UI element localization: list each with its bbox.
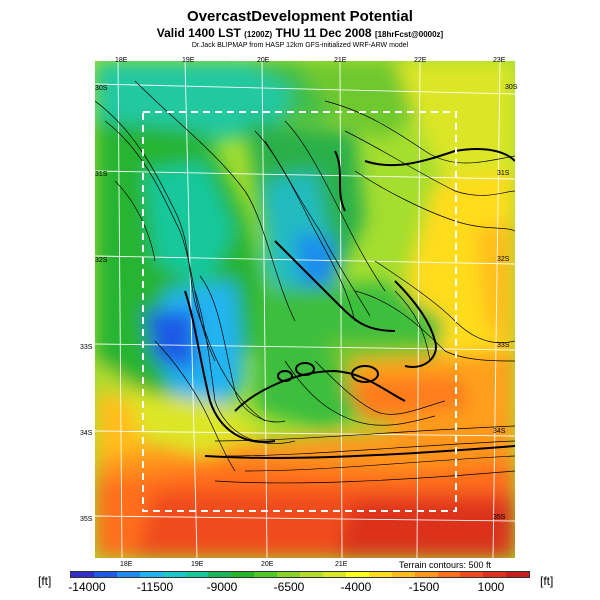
lon-label-bottom-19e: 19E (191, 561, 204, 568)
lat-label-left-33s: 33S (80, 344, 93, 351)
valid-utc: (1200Z) (244, 30, 273, 39)
lat-label-left-35s: 35S (80, 516, 93, 523)
valid-time: Valid 1400 LST (1200Z) THU 11 Dec 2008 [… (0, 26, 600, 40)
colorbar-swatch-0 (71, 572, 94, 577)
colorbar-swatch-6 (208, 572, 232, 577)
graticule (95, 61, 515, 558)
lat-label-right-32s: 32S (497, 256, 510, 263)
lon-label-bottom-20e: 20E (261, 561, 274, 568)
colorbar-swatch-12 (345, 572, 369, 577)
colorbar-swatch-2 (116, 572, 140, 577)
colorbar-swatch-9 (277, 572, 301, 577)
colorbar-tick: 1000 (477, 580, 505, 594)
unit-right: [ft] (540, 574, 554, 588)
lon-label-bottom-18e: 18E (120, 561, 133, 568)
colorbar-swatch-4 (162, 572, 186, 577)
lat-label-left-30s: 30S (95, 85, 108, 92)
lon-label-top-19e: 19E (182, 57, 195, 64)
map-title: OvercastDevelopment Potential (187, 8, 413, 25)
lat-label-right-34s: 34S (493, 428, 506, 435)
unit-left: [ft] (38, 574, 52, 588)
lat-label-right-30s: 30S (505, 84, 518, 91)
colorbar-tick: -1500 (408, 580, 440, 594)
colorbar-swatch-14 (391, 572, 415, 577)
colorbar-tick: -9000 (206, 580, 238, 594)
colorbar-swatch-8 (254, 572, 278, 577)
lon-label-top-22e: 22E (414, 57, 427, 64)
colorbar-swatch-17 (460, 572, 484, 577)
lat-label-right-31s: 31S (497, 170, 510, 177)
colorbar-swatch-3 (139, 572, 163, 577)
lat-label-left-32s: 32S (95, 257, 108, 264)
forecast-hour: [18hrFcst@0000z] (374, 30, 444, 39)
colorbar-swatch-5 (185, 572, 209, 577)
colorbar-swatch-1 (93, 572, 117, 577)
lon-label-top-20e: 20E (257, 57, 270, 64)
colorbar-tick: -6500 (273, 580, 305, 594)
valid-prefix: Valid 1400 LST (156, 26, 241, 40)
lon-label-top-23e: 23E (493, 57, 506, 64)
forecast-map (95, 61, 515, 558)
lat-label-right-33s: 33S (497, 342, 510, 349)
terrain-contours-major (184, 148, 515, 459)
lon-label-bottom-21e: 21E (335, 561, 348, 568)
colorbar-swatch-10 (300, 572, 323, 577)
colorbar-swatch-11 (322, 572, 346, 577)
valid-date: THU 11 Dec 2008 (275, 26, 372, 40)
colorbar-swatch-19 (506, 572, 530, 577)
forecast-domain-box (142, 111, 457, 512)
lat-label-left-34s: 34S (80, 430, 93, 437)
colorbar-swatch-13 (368, 572, 392, 577)
terrain-contour-note: Terrain contours: 500 ft (399, 560, 492, 570)
colorbar-swatch-15 (414, 572, 438, 577)
lon-label-top-18e: 18E (115, 57, 128, 64)
colorbar-tick: -11500 (136, 580, 174, 594)
colorbar-tick: -14000 (68, 580, 106, 594)
colorbar-swatch-7 (231, 572, 255, 577)
colorbar-tick: -4000 (340, 580, 372, 594)
lon-label-top-21e: 21E (334, 57, 347, 64)
model-credit: Dr.Jack BLIPMAP from HASP 12km GFS-initi… (191, 42, 409, 49)
colorbar-swatch-16 (437, 572, 461, 577)
colorbar-swatch-18 (483, 572, 507, 577)
lat-label-right-35s: 35S (493, 514, 506, 521)
lat-label-left-31s: 31S (95, 171, 108, 178)
map-area[interactable]: 18E 19E 20E 21E 22E 23E 18E 19E 20E 21E … (80, 57, 518, 568)
colorbar (70, 571, 530, 578)
